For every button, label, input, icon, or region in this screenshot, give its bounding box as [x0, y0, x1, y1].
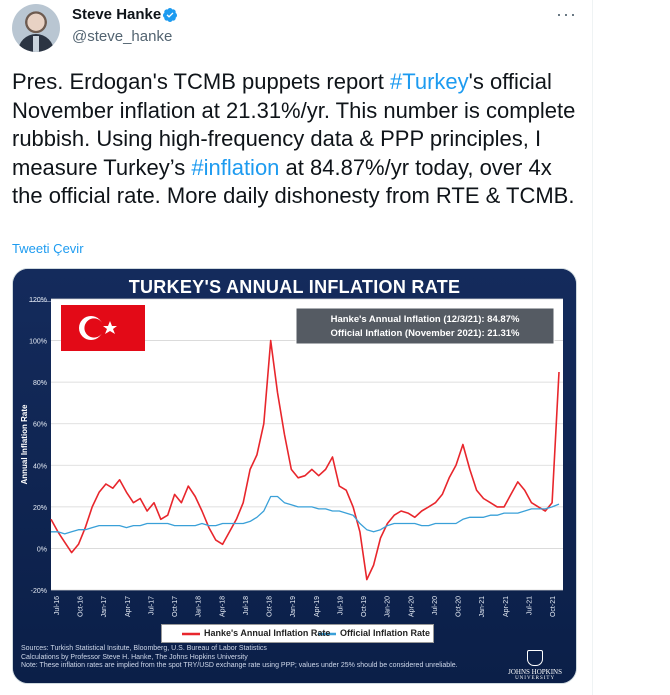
tweet: Steve Hanke @steve_hanke ··· Pres. Erdog…: [12, 0, 593, 695]
x-tick-label: Apr-17: [125, 596, 132, 617]
author-handle[interactable]: @steve_hanke: [72, 28, 173, 45]
hashtag-inflation[interactable]: #inflation: [191, 154, 280, 180]
flag-crescent-inner: [84, 318, 104, 338]
logo-line: JOHNS HOPKINS: [508, 668, 562, 676]
x-tick-label: Apr-18: [219, 596, 226, 617]
y-tick-label: 40%: [33, 463, 47, 470]
x-tick-label: Apr-19: [314, 596, 321, 617]
johns-hopkins-logo: JOHNS HOPKINS UNIVERSITY: [508, 650, 562, 681]
series-line-official: [51, 495, 560, 535]
y-tick-label: 60%: [33, 422, 47, 429]
sources-line: Sources: Turkish Statistical Insitute, B…: [21, 645, 267, 652]
x-tick-label: Jan-18: [196, 596, 203, 618]
legend-label-hanke: Hanke's Annual Inflation Rate: [204, 628, 331, 638]
series-line-hanke: [50, 339, 560, 581]
x-tick-label: Jan-19: [290, 596, 297, 618]
y-tick-label: 20%: [33, 505, 47, 512]
tweet-text-part: 's official November inflation at 21.31%…: [12, 69, 576, 180]
x-tick-label: Oct-16: [78, 596, 85, 617]
tweet-text: Pres. Erdogan's TCMB puppets report #Tur…: [12, 68, 582, 211]
x-tick-label: Jul-21: [526, 596, 533, 615]
annotation-text: Official Inflation (November 2021): 21.3…: [330, 328, 520, 339]
x-tick-label: Jan-21: [479, 596, 486, 618]
translate-tweet-link[interactable]: Tweeti Çevir: [12, 241, 84, 256]
y-tick-label: 100%: [29, 339, 47, 346]
tweet-image-chart[interactable]: TURKEY'S ANNUAL INFLATION RATE 120% 100% 8…: [12, 268, 577, 684]
x-tick-label: Jan-17: [101, 596, 108, 618]
sources-line: Calculations by Professor Steve H. Hanke…: [21, 653, 248, 661]
chart-title: TURKEY'S ANNUAL INFLATION RATE: [128, 277, 461, 297]
logo-line: UNIVERSITY: [515, 676, 556, 681]
y-tick-label: 120%: [29, 297, 47, 304]
x-tick-label: Apr-21: [503, 596, 510, 617]
x-tick-label: Jul-20: [432, 596, 439, 615]
x-tick-label: Oct-18: [267, 596, 274, 617]
y-tick-label: -20%: [31, 588, 47, 595]
y-axis-label: Annual Inflation Rate: [20, 404, 29, 485]
annotation-text: Hanke's Annual Inflation (12/3/21): 84.8…: [331, 314, 520, 325]
x-tick-label: Oct-17: [172, 596, 179, 617]
flag-star: [103, 321, 117, 334]
x-tick-label: Oct-19: [361, 596, 368, 617]
more-horizontal-icon[interactable]: ···: [556, 4, 577, 24]
author-name[interactable]: Steve Hanke: [72, 6, 162, 23]
y-tick-label: 0%: [37, 546, 47, 553]
verified-badge-icon: [162, 8, 177, 22]
chart-legend: Hanke's Annual Inflation Rate Official I…: [161, 624, 434, 643]
x-tick-label: Jul-17: [148, 596, 155, 615]
avatar[interactable]: [12, 4, 60, 52]
x-tick-label: Jul-18: [243, 596, 250, 615]
tweet-text-part: at 84.87%/yr today, over 4x the official…: [12, 154, 575, 209]
university-crest-icon: [527, 650, 544, 666]
chart-sources: Sources: Turkish Statistical Insitute, B…: [21, 645, 491, 671]
x-tick-label: Oct-21: [550, 596, 557, 617]
x-tick-label: Jul-16: [54, 596, 61, 615]
x-tick-label: Jul-19: [337, 596, 344, 615]
tweet-text-part: Pres. Erdogan's TCMB puppets report: [12, 69, 390, 94]
legend-label-official: Official Inflation Rate: [340, 628, 431, 638]
sources-line: Note: These inflation rates are implied …: [21, 662, 458, 669]
y-tick-label: 80%: [33, 380, 47, 387]
inflation-chart: 120% 100% 80% 60% 40% 20% 0% -20% Jul-16 Oct-16 Ja…: [20, 297, 563, 618]
x-tick-label: Jan-20: [385, 596, 392, 618]
avatar-tie: [33, 36, 39, 52]
x-tick-label: Apr-20: [408, 596, 415, 617]
hashtag-turkey[interactable]: #Turkey: [389, 69, 469, 94]
x-tick-label: Oct-20: [456, 596, 463, 617]
annotation-box: [295, 307, 555, 345]
